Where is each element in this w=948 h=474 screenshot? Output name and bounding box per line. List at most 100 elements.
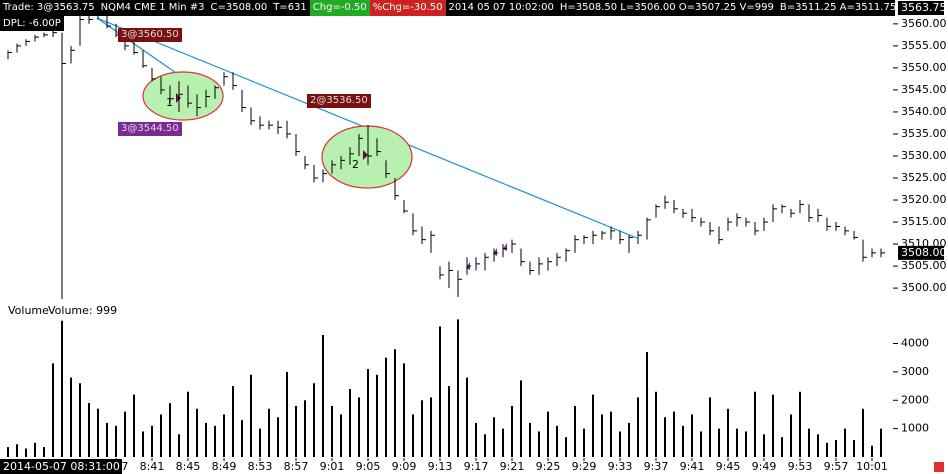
volume-label: Volume: 999 [48, 304, 117, 317]
date-label: 2014-05-07 08:31:00 [3, 460, 120, 473]
volume-bar [457, 319, 459, 457]
volume-bar [7, 447, 9, 457]
volume-bar [151, 425, 153, 457]
volume-bar [790, 414, 792, 457]
volume-bar [385, 357, 387, 457]
volume-bar [610, 411, 612, 457]
trade-price-label: 3563.75 [901, 1, 947, 14]
x-tick-label: 9:45 [716, 460, 741, 473]
y-tick-label: 2000 [901, 393, 929, 406]
last-price-label: 3508.00 [901, 246, 947, 259]
volume-bar [601, 414, 603, 457]
volume-bar [682, 425, 684, 457]
volume-bar [511, 405, 513, 457]
y-tick-label: 3545.00 [901, 83, 947, 96]
volume-bar [673, 411, 675, 457]
volume-bar [160, 414, 162, 457]
y-tick-label: 1000 [901, 422, 929, 435]
volume-bar [844, 428, 846, 457]
x-tick-label: 9:57 [824, 460, 849, 473]
volume-bar [763, 434, 765, 457]
last-price-box [898, 245, 944, 260]
y-tick-label: 3530.00 [901, 149, 947, 162]
volume-bar [817, 434, 819, 457]
volume-bar [646, 352, 648, 457]
x-tick-label: 9:09 [392, 460, 417, 473]
volume-bar [241, 420, 243, 457]
y-tick-label: 3560.00 [901, 17, 947, 30]
volume-bar [97, 408, 99, 457]
volume-bar [655, 391, 657, 457]
volume-bar [754, 391, 756, 457]
marker [503, 243, 507, 251]
corner-marker [934, 462, 944, 472]
x-tick-label: 9:49 [752, 460, 777, 473]
y-tick-label: 3535.00 [901, 127, 947, 140]
volume-bar [880, 428, 882, 457]
volume-bar [772, 394, 774, 457]
volume-bar [178, 434, 180, 457]
volume-bar [736, 428, 738, 457]
volume-bar [187, 391, 189, 457]
volume-bar [475, 422, 477, 457]
ellipse-label: 2 [352, 158, 359, 171]
trade-price-box [898, 1, 944, 15]
dpl-label: DPL: -6.00P [0, 16, 64, 31]
volume-bar [124, 411, 126, 457]
header-field: 2014 05 07 10:02:00 [445, 0, 557, 16]
volume-bar [304, 400, 306, 457]
volume-bar [232, 386, 234, 457]
volume-bar [277, 417, 279, 457]
highlight-ellipse [321, 125, 413, 189]
header-field: T=631 [270, 0, 310, 16]
volume-bar [808, 428, 810, 457]
y-tick-label: 3515.00 [901, 215, 947, 228]
volume-bar [169, 403, 171, 457]
header-field: Chg=-0.50 [309, 0, 370, 16]
volume-bar [142, 431, 144, 457]
volume-bar [664, 417, 666, 457]
y-tick-label: 3555.00 [901, 39, 947, 52]
x-tick-label: 9:37 [644, 460, 669, 473]
x-tick-label: 8:49 [212, 460, 237, 473]
x-tick-label: 8:41 [140, 460, 165, 473]
volume-bar [394, 349, 396, 457]
volume-bar [43, 447, 45, 457]
volume-bar [520, 380, 522, 457]
volume-bar [493, 417, 495, 457]
x-tick-label: 9:05 [356, 460, 381, 473]
header-field: H=3508.50 L=3506.00 O=3507.25 V=999 [556, 0, 777, 16]
x-tick-label: 9:41 [680, 460, 705, 473]
volume-bar [799, 391, 801, 457]
x-tick-label: 9:29 [572, 460, 597, 473]
y-tick-label: 3540.00 [901, 105, 947, 118]
volume-bar [871, 445, 873, 457]
volume-bar [781, 437, 783, 457]
volume-bar [295, 405, 297, 457]
x-tick-label: 8:45 [176, 460, 201, 473]
volume-bar [34, 442, 36, 457]
volume-bar [25, 448, 27, 457]
volume-bar [637, 397, 639, 457]
volume-bar [52, 363, 54, 457]
header-field: %Chg=-30.50 [369, 0, 446, 16]
volume-bar [538, 431, 540, 457]
date-box [0, 459, 122, 474]
volume-bar [709, 397, 711, 457]
x-tick-label: 9:33 [608, 460, 633, 473]
x-tick-label: 9:21 [500, 460, 525, 473]
marker [363, 150, 368, 160]
y-tick-label: 3550.00 [901, 61, 947, 74]
volume-bar [313, 383, 315, 457]
volume-bar [340, 414, 342, 457]
volume-bar [259, 428, 261, 457]
y-tick-label: 3520.00 [901, 193, 947, 206]
x-tick-label: 8:53 [248, 460, 273, 473]
volume-bar [466, 377, 468, 457]
order-label: 3@3544.50 [118, 122, 182, 136]
y-tick-label: 3000 [901, 365, 929, 378]
volume-bar [502, 428, 504, 457]
volume-bar [115, 425, 117, 457]
